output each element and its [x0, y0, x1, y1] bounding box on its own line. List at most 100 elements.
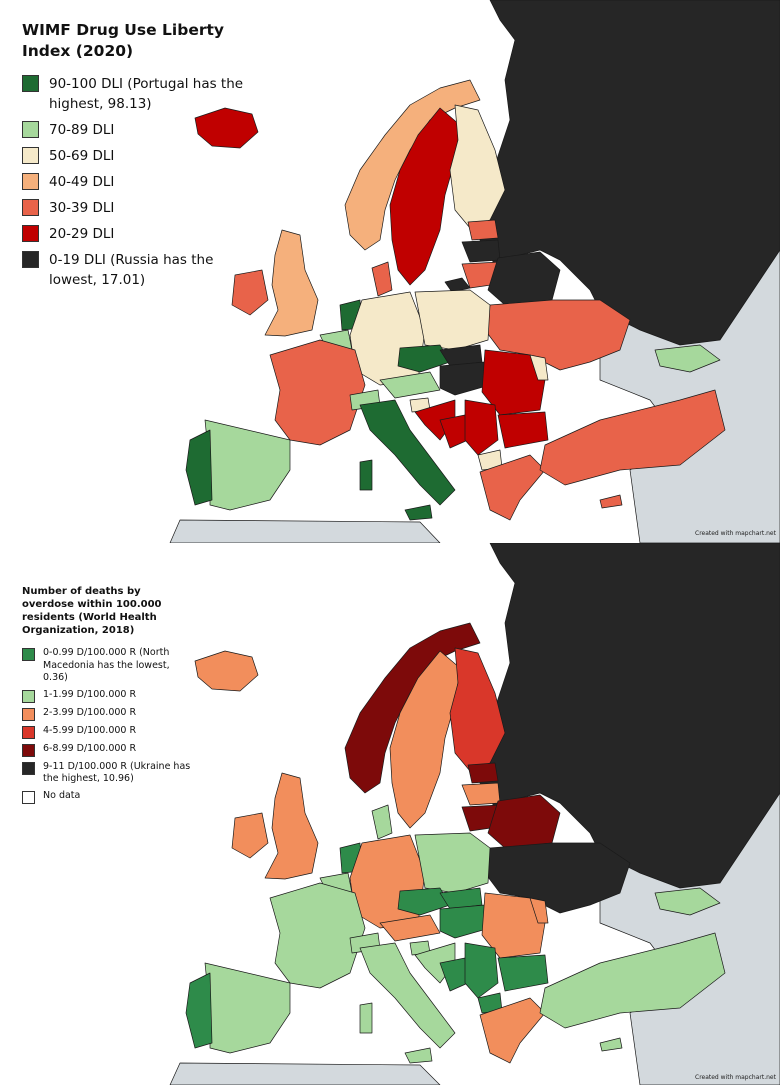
dli-legend-item: 90-100 DLI (Portugal has the highest, 98… — [22, 74, 252, 114]
country-russia — [469, 0, 780, 346]
country-france — [269, 339, 366, 446]
overdose-legend-label: 0-0.99 D/100.000 R (North Macedonia has … — [43, 647, 170, 683]
country-russia — [469, 543, 780, 889]
overdose-legend-label: 6-8.99 D/100.000 R — [43, 742, 137, 754]
country-austria — [379, 914, 441, 942]
region-north-africa — [169, 1062, 441, 1085]
country-bosnia — [439, 414, 469, 449]
dli-legend-item: 50-69 DLI — [22, 146, 252, 166]
country-moldova — [529, 354, 549, 381]
region-north-africa — [169, 519, 441, 543]
country-ireland — [231, 269, 269, 316]
overdose-legend-item: 6-8.99 D/100.000 R — [22, 743, 193, 757]
country-poland — [414, 289, 491, 351]
dli-legend-swatch — [22, 225, 39, 242]
dli-legend-swatch — [22, 147, 39, 164]
country-sardinia — [359, 1002, 373, 1034]
country-estonia — [467, 762, 499, 784]
dli-legend-swatch — [22, 75, 39, 92]
country-uk — [264, 229, 319, 337]
country-uk — [264, 772, 319, 880]
country-france — [269, 882, 366, 989]
overdose-legend-item: 4-5.99 D/100.000 R — [22, 725, 193, 739]
country-belarus — [487, 794, 561, 849]
country-bulgaria — [497, 411, 549, 449]
country-latvia — [461, 782, 501, 806]
country-georgia — [654, 887, 721, 916]
country-ukraine — [484, 842, 631, 914]
dli-legend-swatch — [22, 121, 39, 138]
country-sicily — [404, 504, 433, 521]
country-italy — [359, 399, 456, 506]
overdose-legend-swatch — [22, 648, 35, 661]
dli-legend-item: 40-49 DLI — [22, 172, 252, 192]
country-greece — [479, 997, 546, 1064]
dli-legend-label: 30-39 DLI — [49, 200, 115, 216]
overdose-legend-label: 4-5.99 D/100.000 R — [43, 724, 137, 736]
country-bulgaria — [497, 954, 549, 992]
dli-legend-swatch — [22, 251, 39, 268]
overdose-legend-label: 1-1.99 D/100.000 R — [43, 688, 137, 700]
country-turkey — [539, 389, 726, 486]
country-georgia — [654, 344, 721, 373]
dli-legend-swatch — [22, 173, 39, 190]
country-latvia — [461, 239, 501, 263]
country-iceland — [194, 107, 259, 149]
overdose-legend-item: 2-3.99 D/100.000 R — [22, 707, 193, 721]
overdose-legend-label: No data — [43, 789, 81, 801]
country-estonia — [467, 219, 499, 241]
country-portugal — [185, 429, 213, 506]
overdose-legend-swatch — [22, 725, 35, 739]
country-hungary — [439, 904, 491, 939]
overdose-legend-swatch — [22, 790, 35, 804]
dli-legend-label: 20-29 DLI — [49, 226, 115, 242]
overdose-map-panel: Number of deaths by overdose within 100.… — [0, 543, 780, 1085]
overdose-map-title: Number of deaths by overdose within 100.… — [22, 586, 162, 636]
country-spain — [204, 962, 291, 1054]
dli-map-panel: WIMF Drug Use Liberty Index (2020) 90-10… — [22, 0, 780, 543]
dli-legend-label: 70-89 DLI — [49, 122, 115, 138]
country-cyprus — [599, 1037, 623, 1052]
overdose-legend-swatch — [22, 707, 35, 721]
overdose-legend-swatch — [22, 743, 35, 757]
country-belarus — [487, 251, 561, 306]
country-ukraine — [484, 299, 631, 371]
dli-legend-label: 50-69 DLI — [49, 148, 115, 164]
overdose-legend-swatch — [22, 689, 35, 703]
overdose-map — [169, 543, 780, 1085]
dli-legend-label: 40-49 DLI — [49, 174, 115, 190]
country-ireland — [231, 812, 269, 859]
country-czechia — [397, 887, 451, 916]
dli-map-title: WIMF Drug Use Liberty Index (2020) — [22, 21, 224, 60]
country-denmark — [371, 261, 393, 297]
dli-legend-item: 0-19 DLI (Russia has the lowest, 17.01) — [22, 250, 252, 290]
overdose-legend-item: No data — [22, 790, 193, 804]
overdose-legend-swatch — [22, 761, 35, 775]
overdose-legend-item: 0-0.99 D/100.000 R (North Macedonia has … — [22, 647, 193, 685]
overdose-legend: Number of deaths by overdose within 100.… — [22, 585, 193, 808]
dli-legend-label: 0-19 DLI (Russia has the lowest, 17.01) — [49, 252, 214, 288]
country-moldova — [529, 897, 549, 924]
overdose-legend-label: 2-3.99 D/100.000 R — [43, 706, 137, 718]
country-austria — [379, 371, 441, 399]
country-sicily — [404, 1047, 433, 1064]
country-poland — [414, 832, 491, 894]
country-sardinia — [359, 459, 373, 491]
country-czechia — [397, 344, 451, 373]
dli-legend-item: 20-29 DLI — [22, 224, 252, 244]
country-greece — [479, 454, 546, 521]
mapchart-credit: Created with mapchart.net — [695, 1074, 776, 1081]
dli-map — [169, 0, 780, 543]
dli-legend-swatch — [22, 199, 39, 216]
country-spain — [204, 419, 291, 511]
overdose-legend-label: 9-11 D/100.000 R (Ukraine has the highes… — [43, 760, 191, 785]
country-denmark — [371, 804, 393, 840]
dli-legend: WIMF Drug Use Liberty Index (2020) 90-10… — [22, 20, 252, 296]
dli-legend-item: 70-89 DLI — [22, 120, 252, 140]
country-portugal — [185, 972, 213, 1049]
overdose-legend-item: 1-1.99 D/100.000 R — [22, 689, 193, 703]
country-hungary — [439, 361, 491, 396]
country-bosnia — [439, 957, 469, 992]
mapchart-credit: Created with mapchart.net — [695, 530, 776, 537]
country-turkey — [539, 932, 726, 1029]
